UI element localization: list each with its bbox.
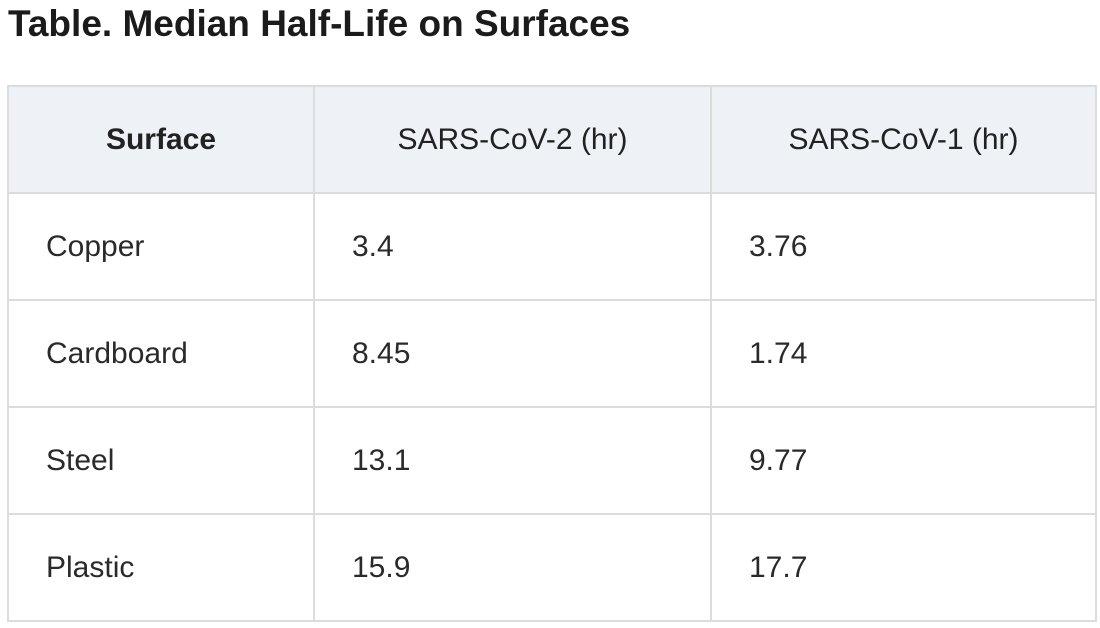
table-row: Copper 3.4 3.76 — [7, 192, 1097, 301]
sars-cov-1-value: 17.7 — [710, 513, 1097, 622]
table-header-row: Surface SARS-CoV-2 (hr) SARS-CoV-1 (hr) — [7, 85, 1097, 194]
surface-cell: Steel — [7, 406, 315, 515]
sars-cov-2-value: 3.4 — [313, 192, 712, 301]
column-header-sars-cov-2: SARS-CoV-2 (hr) — [313, 85, 712, 194]
sars-cov-2-value: 13.1 — [313, 406, 712, 515]
surface-cell: Plastic — [7, 513, 315, 622]
table-row: Steel 13.1 9.77 — [7, 406, 1097, 515]
surface-cell: Copper — [7, 192, 315, 301]
sars-cov-1-value: 9.77 — [710, 406, 1097, 515]
surface-cell: Cardboard — [7, 299, 315, 408]
sars-cov-2-value: 15.9 — [313, 513, 712, 622]
table-title: Table. Median Half-Life on Surfaces — [8, 3, 631, 44]
half-life-table: Surface SARS-CoV-2 (hr) SARS-CoV-1 (hr) … — [7, 85, 1097, 622]
column-header-sars-cov-1: SARS-CoV-1 (hr) — [710, 85, 1097, 194]
sars-cov-1-value: 1.74 — [710, 299, 1097, 408]
table-row: Plastic 15.9 17.7 — [7, 513, 1097, 622]
sars-cov-2-value: 8.45 — [313, 299, 712, 408]
sars-cov-1-value: 3.76 — [710, 192, 1097, 301]
column-header-surface: Surface — [7, 85, 315, 194]
table-row: Cardboard 8.45 1.74 — [7, 299, 1097, 408]
